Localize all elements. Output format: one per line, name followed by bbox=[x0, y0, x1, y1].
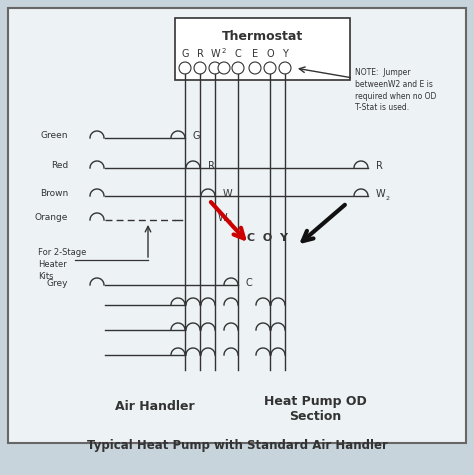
Text: G: G bbox=[193, 131, 201, 141]
Text: E: E bbox=[252, 49, 258, 59]
Circle shape bbox=[279, 62, 291, 74]
Text: W: W bbox=[218, 213, 228, 223]
Text: 2: 2 bbox=[228, 220, 232, 226]
Text: 2: 2 bbox=[222, 48, 226, 54]
Text: Brown: Brown bbox=[40, 190, 68, 199]
Text: C: C bbox=[235, 49, 241, 59]
Circle shape bbox=[232, 62, 244, 74]
Circle shape bbox=[209, 62, 221, 74]
Text: W: W bbox=[223, 189, 233, 199]
Circle shape bbox=[179, 62, 191, 74]
Text: Typical Heat Pump with Standard Air Handler: Typical Heat Pump with Standard Air Hand… bbox=[87, 438, 387, 452]
Text: Thermostat: Thermostat bbox=[222, 29, 303, 42]
Text: Y: Y bbox=[282, 49, 288, 59]
Text: NOTE:  Jumper
betweenW2 and E is
required when no OD
T-Stat is used.: NOTE: Jumper betweenW2 and E is required… bbox=[355, 68, 437, 113]
Circle shape bbox=[264, 62, 276, 74]
Text: Grey: Grey bbox=[46, 278, 68, 287]
Text: R: R bbox=[197, 49, 203, 59]
Text: Green: Green bbox=[40, 132, 68, 141]
Text: 2: 2 bbox=[386, 197, 390, 201]
Text: G: G bbox=[181, 49, 189, 59]
Text: Red: Red bbox=[51, 162, 68, 171]
Text: For 2-Stage
Heater
Kits: For 2-Stage Heater Kits bbox=[38, 248, 86, 281]
Text: Heat Pump OD
Section: Heat Pump OD Section bbox=[264, 395, 366, 423]
Text: Air Handler: Air Handler bbox=[115, 400, 195, 413]
Text: C  O  Y: C O Y bbox=[247, 233, 288, 243]
Circle shape bbox=[218, 62, 230, 74]
Text: R: R bbox=[376, 161, 383, 171]
Text: O: O bbox=[266, 49, 274, 59]
Text: Orange: Orange bbox=[35, 213, 68, 222]
Circle shape bbox=[249, 62, 261, 74]
Text: C: C bbox=[246, 278, 253, 288]
Circle shape bbox=[194, 62, 206, 74]
Text: W: W bbox=[376, 189, 386, 199]
Text: W: W bbox=[210, 49, 220, 59]
Bar bbox=[175, 18, 350, 80]
Text: R: R bbox=[208, 161, 215, 171]
